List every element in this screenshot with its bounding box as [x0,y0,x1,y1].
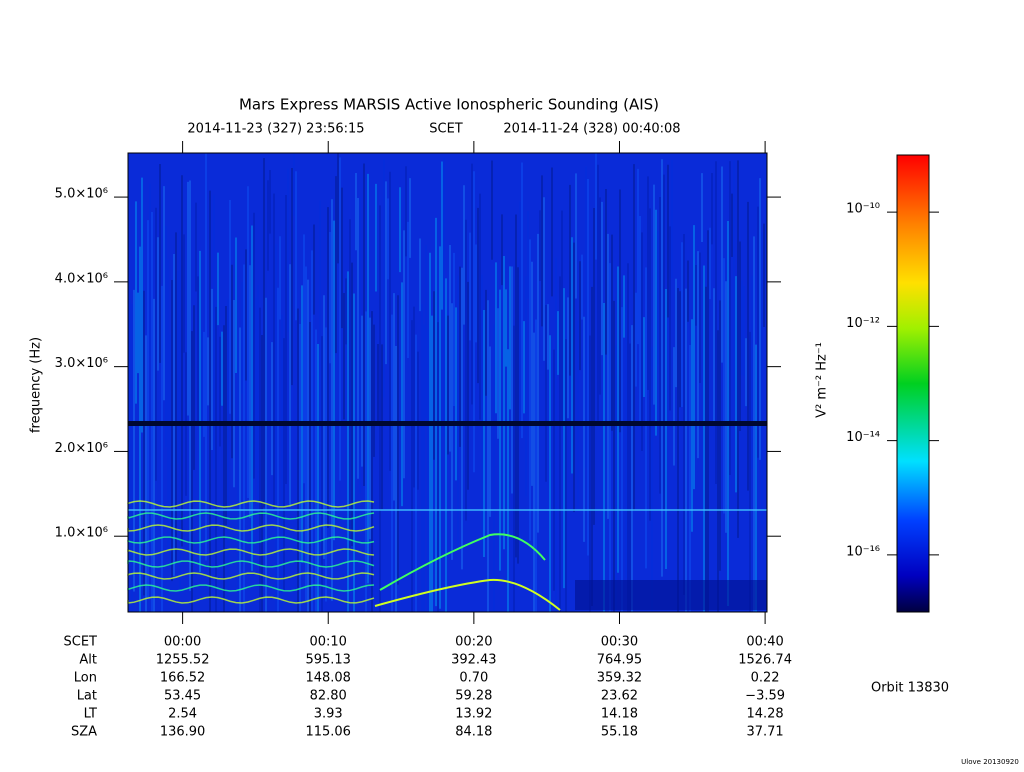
ephemeris-value: 1526.74 [738,653,792,668]
spectrogram-texture [127,596,375,604]
y-axis-label: frequency (Hz) [29,337,44,433]
time-frame: SCET [429,122,463,137]
ephemeris-value: 37.71 [746,725,783,740]
ephemeris-value: 23.62 [601,689,638,704]
chart-title: Mars Express MARSIS Active Ionospheric S… [239,96,659,114]
ephemeris-value: 115.06 [305,725,351,740]
ephemeris-value: 0.70 [459,671,488,686]
ephemeris-label: Alt [79,653,97,668]
y-tick-label: 4.0×10⁶ [55,271,108,286]
spectrogram-texture [127,524,375,532]
spectrogram-texture [128,421,767,426]
ephemeris-value: 392.43 [451,653,497,668]
ephemeris-label: Lat [77,689,97,704]
plot-frame [127,152,768,613]
spectrogram [127,153,767,612]
colorbar-tick-label: 10⁻¹⁴ [846,430,880,445]
spectrogram-texture [127,500,375,508]
orbit-label: Orbit 13830 [871,681,949,696]
y-tick-label: 2.0×10⁶ [55,441,108,456]
spectrogram-texture [127,572,375,580]
end-time: 2014-11-24 (328) 00:40:08 [503,122,680,137]
start-time: 2014-11-23 (327) 23:56:15 [187,122,364,137]
ephemeris-value: 3.93 [314,707,343,722]
ephemeris-value: 14.18 [601,707,638,722]
ephemeris-value: 55.18 [601,725,638,740]
y-tick-label: 3.0×10⁶ [55,356,108,371]
ephemeris-label: Lon [74,671,97,686]
colorbar-tick-label: 10⁻¹² [846,316,880,331]
ephemeris-value: 166.52 [160,671,206,686]
ephemeris-value: 148.08 [305,671,351,686]
spectrogram-texture [575,580,767,610]
y-tick-label: 5.0×10⁶ [55,187,108,202]
spectrogram-texture [127,512,375,520]
ephemeris-value: 0.22 [751,671,780,686]
ephemeris-value: 82.80 [310,689,347,704]
ephemeris-value: 84.18 [455,725,492,740]
ephemeris-value: 764.95 [597,653,643,668]
spectrogram-texture [379,533,546,591]
spectrogram-texture [127,536,375,544]
colorbar-tick-label: 10⁻¹⁶ [846,544,880,559]
colorbar-label: V² m⁻² Hz⁻¹ [815,342,830,418]
colorbar-tick-label: 10⁻¹⁰ [846,202,880,217]
x-tick-label: 00:10 [309,635,346,650]
ephemeris-label: SCET [64,635,98,650]
colorbar [896,154,930,613]
footer: Ulove 20130920 [961,758,1019,766]
ephemeris-label: SZA [71,725,97,740]
x-tick-label: 00:30 [601,635,638,650]
ephemeris-value: −3.59 [745,689,785,704]
spectrogram-texture [127,584,375,592]
ephemeris-value: 14.28 [746,707,783,722]
ephemeris-value: 136.90 [160,725,206,740]
spectrogram-texture [127,548,375,556]
x-tick-label: 00:00 [164,635,201,650]
ephemeris-value: 595.13 [305,653,351,668]
spectrogram-texture [127,560,375,568]
spectrogram-texture [374,578,561,611]
spectrogram-texture [128,509,767,511]
ephemeris-value: 2.54 [168,707,197,722]
ephemeris-value: 13.92 [455,707,492,722]
ephemeris-label: LT [84,707,97,722]
ephemeris-value: 359.32 [597,671,643,686]
ephemeris-value: 53.45 [164,689,201,704]
ephemeris-value: 1255.52 [156,653,210,668]
ephemeris-value: 59.28 [455,689,492,704]
y-tick-label: 1.0×10⁶ [55,526,108,541]
x-tick-label: 00:20 [455,635,492,650]
x-tick-label: 00:40 [746,635,783,650]
